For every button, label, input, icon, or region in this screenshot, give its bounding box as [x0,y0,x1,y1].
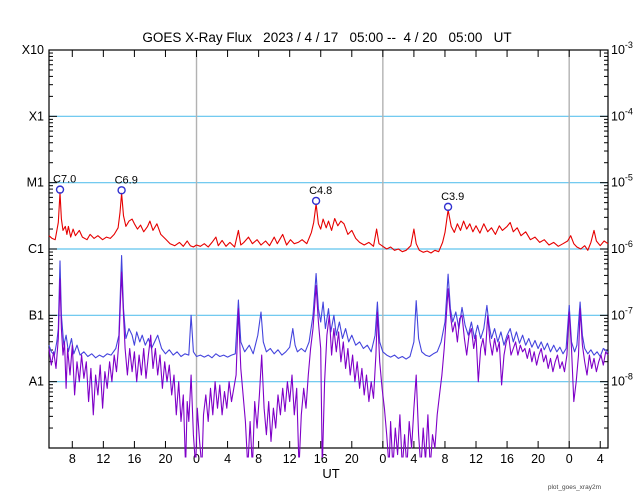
x-tick-label: 0 [566,452,573,466]
y-right-label: 10-8 [611,372,633,389]
x-tick-label: 20 [531,452,545,466]
flare-label: C3.9 [441,191,464,203]
flare-label: C4.8 [309,185,332,197]
x-tick-label: 16 [314,452,328,466]
flare-marker-circle [443,202,453,212]
series-red-line [48,192,609,254]
x-tick-label: 8 [441,452,448,466]
x-tick-label: 12 [469,452,483,466]
y-left-label: M1 [27,176,44,190]
x-tick-label: 20 [159,452,173,466]
series-blue-line [48,255,609,360]
x-tick-label: 4 [410,452,417,466]
flare-marker-circle [117,186,126,195]
x-tick-label: 12 [283,452,297,466]
x-axis-title: UT [322,466,339,481]
x-tick-label: 4 [597,452,604,466]
chart-title: GOES X-Ray Flux 2023 / 4 / 17 05:00 -- 4… [142,30,511,45]
axes: 8 12 16 20 0 4 8 12 16 20 0 4 8 12 16 20 0 4 X10 X1 M1 C1 B1 A1… [22,40,633,466]
flare-label: C6.9 [115,174,138,186]
y-right-label: 10-7 [611,305,633,322]
x-tick-label: 12 [96,452,110,466]
x-tick-label: 0 [193,452,200,466]
y-right-label: 10-5 [611,173,633,190]
x-tick-label: 16 [500,452,514,466]
series-purple-line [48,271,609,458]
x-tick-label: 0 [379,452,386,466]
y-right-label: 10-4 [611,106,633,123]
x-tick-label: 8 [255,452,262,466]
y-right-label: 10-6 [611,239,633,256]
y-left-label: C1 [28,242,44,256]
y-left-label: X10 [22,43,44,57]
flare-annotations: C7.0 C6.9 C4.8 C3.9 [53,174,464,212]
y-left-label: A1 [29,375,44,389]
gridlines [49,50,608,448]
flare-label: C7.0 [53,174,76,186]
flare-marker-circle [311,196,321,206]
x-tick-label: 8 [69,452,76,466]
flare-marker-circle [55,185,65,194]
y-left-label: X1 [29,109,44,123]
x-tick-label: 20 [345,452,359,466]
watermark: plot_goes_xray2m [548,484,601,491]
data-series [48,192,609,458]
y-right-label: 10-3 [611,40,633,57]
y-left-label: B1 [29,308,44,322]
x-tick-label: 4 [224,452,231,466]
x-tick-label: 16 [127,452,141,466]
